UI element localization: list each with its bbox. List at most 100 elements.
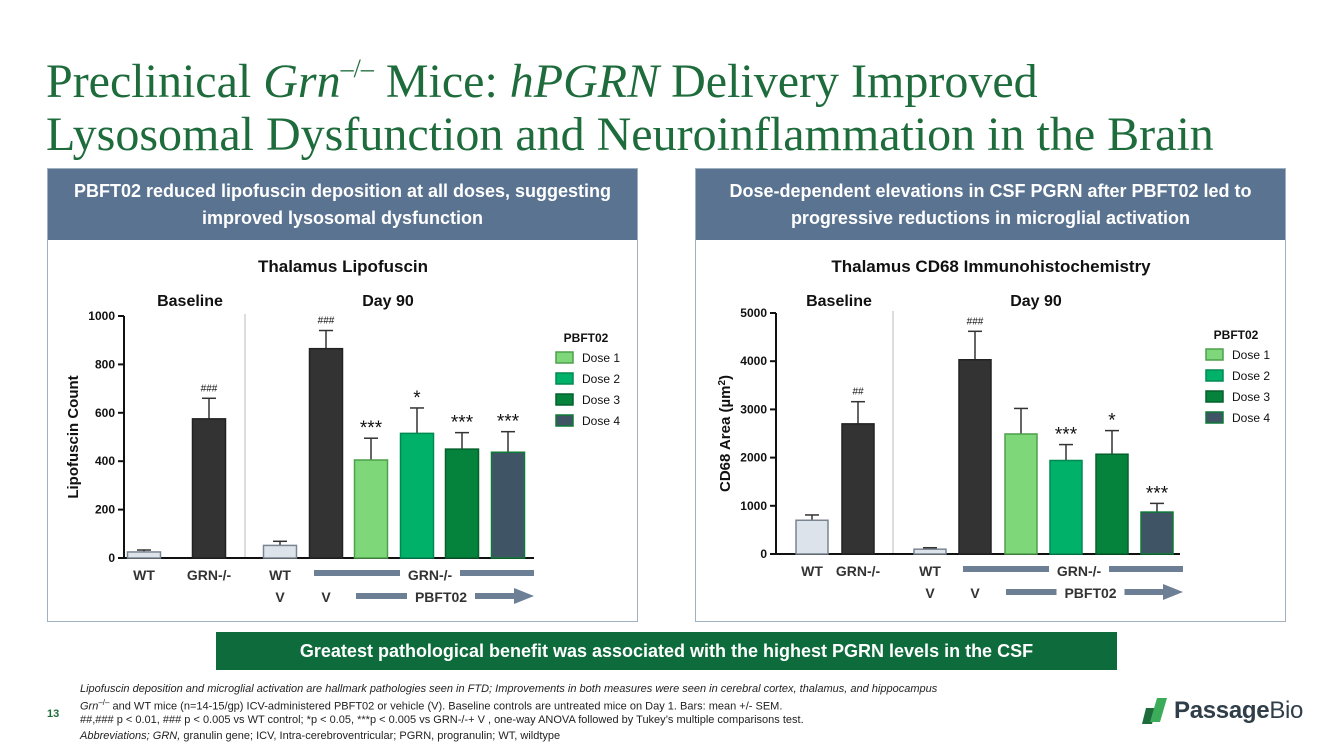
significance-label: ***: [497, 412, 520, 433]
legend-swatch: [1205, 411, 1224, 424]
bar-dose-2: [1049, 459, 1083, 555]
footnote-4: Abbreviations; GRN, granulin gene; ICV, …: [80, 730, 561, 742]
cd68-chart: Thalamus CD68 Immunohistochemistry Baseli…: [717, 257, 1270, 602]
bar-grn-: [191, 418, 227, 559]
y-tick-label: 1000: [740, 499, 767, 513]
pbft02-span-mask: [407, 586, 475, 606]
legend-label: Dose 2: [1232, 369, 1270, 383]
x-label: PBFT02: [415, 589, 467, 605]
legend-swatch: [555, 393, 574, 406]
section-label-baseline: Baseline: [157, 293, 223, 310]
y-tick-label: 600: [95, 406, 115, 420]
passage-bio-logo: PassageBio: [1140, 696, 1303, 726]
page-number: 13: [47, 708, 60, 720]
bar-dose-3: [444, 448, 480, 559]
legend-swatch: [1205, 369, 1224, 382]
legend-label: Dose 3: [1232, 390, 1270, 404]
bar-dose-3: [1095, 453, 1129, 555]
x-label: GRN-/-: [408, 567, 453, 583]
legend-swatch: [555, 372, 574, 385]
significance-label: ***: [451, 413, 474, 434]
legend-label: Dose 1: [582, 351, 620, 365]
title-line1: Preclinical Grn–/– Mice: hPGRN Delivery …: [46, 54, 1038, 108]
y-tick-label: 800: [95, 357, 115, 371]
footnote-2: Grn–/– and WT mice (n=14-15/gp) ICV-admi…: [80, 698, 783, 713]
y-tick-label: 3000: [740, 402, 767, 416]
legend-label: Dose 4: [1232, 411, 1270, 425]
legend-label: Dose 2: [582, 372, 620, 386]
significance-label: *: [1108, 411, 1116, 432]
significance-label: *: [413, 388, 421, 409]
x-label: V: [321, 589, 331, 605]
section-label-baseline: Baseline: [806, 293, 872, 310]
bar-dose-1: [1004, 433, 1038, 555]
x-label: V: [970, 585, 980, 601]
y-tick-label: 5000: [740, 306, 767, 320]
bar-dose-1: [353, 459, 389, 559]
right-panel-header: Dose-dependent elevations in CSF PGRN af…: [696, 169, 1285, 240]
x-label: GRN-/-: [836, 563, 881, 579]
footnote-1: Lipofuscin deposition and microglial act…: [80, 683, 938, 695]
significance-label: ##: [852, 387, 864, 398]
legend-title: PBFT02: [1214, 328, 1259, 342]
left-panel-header: PBFT02 reduced lipofuscin deposition at …: [48, 169, 637, 240]
bar-wt: [126, 551, 162, 559]
x-label: V: [275, 589, 285, 605]
bar-dose-2: [399, 432, 435, 559]
y-tick-label: 0: [108, 551, 115, 565]
page-title: Preclinical Grn–/– Mice: hPGRN Delivery …: [46, 42, 1316, 161]
bar-grn-v: [958, 359, 992, 555]
significance-label: ***: [1146, 483, 1169, 504]
bar-dose-4: [490, 451, 526, 559]
significance-label: ***: [1055, 425, 1078, 446]
chart-title: Thalamus Lipofuscin: [258, 257, 428, 276]
y-tick-label: 4000: [740, 354, 767, 368]
title-line2: Lysosomal Dysfunction and Neuroinflammat…: [46, 108, 1214, 161]
y-tick-label: 400: [95, 454, 115, 468]
section-label-day90: Day 90: [1010, 293, 1062, 310]
y-tick-label: 1000: [88, 309, 115, 323]
significance-label: ***: [360, 418, 383, 439]
pbft02-arrow-icon: [514, 588, 534, 604]
bar-wt-v: [913, 548, 947, 555]
legend-swatch: [1205, 390, 1224, 403]
legend-label: Dose 4: [582, 414, 620, 428]
legend-swatch: [1205, 348, 1224, 361]
grn-span-mask: [1049, 560, 1109, 580]
bar-grn-: [841, 423, 875, 555]
x-label: WT: [269, 567, 291, 583]
y-tick-label: 2000: [740, 451, 767, 465]
x-label: WT: [133, 567, 155, 583]
bar-grn-v: [308, 347, 344, 559]
right-panel: Dose-dependent elevations in CSF PGRN af…: [695, 168, 1286, 622]
legend-swatch: [555, 414, 574, 427]
y-axis-label: Lipofuscin Count: [65, 375, 82, 498]
footnote-3: ##,### p < 0.01, ### p < 0.005 vs WT con…: [80, 714, 804, 726]
bar-wt-v: [262, 544, 298, 559]
y-tick-label: 0: [760, 547, 767, 561]
left-panel: PBFT02 reduced lipofuscin deposition at …: [47, 168, 638, 622]
passage-bio-mark-icon: [1142, 698, 1167, 724]
y-tick-label: 200: [95, 503, 115, 517]
y-axis-label: CD68 Area (µm2): [717, 375, 735, 492]
significance-label: ###: [967, 316, 984, 327]
legend-swatch: [555, 351, 574, 364]
section-label-day90: Day 90: [362, 293, 414, 310]
bar-dose-4: [1140, 511, 1174, 555]
legend-label: Dose 3: [582, 393, 620, 407]
bar-wt: [795, 519, 829, 555]
pbft02-arrow-icon: [1163, 584, 1183, 600]
grn-span-mask: [400, 564, 460, 584]
x-label: GRN-/-: [1057, 563, 1102, 579]
legend-title: PBFT02: [564, 331, 609, 345]
lipofuscin-chart: Thalamus Lipofuscin Baseline Day 90 0 200 400…: [65, 257, 620, 606]
x-label: WT: [801, 563, 823, 579]
conclusion-banner: Greatest pathological benefit was associ…: [216, 632, 1117, 670]
x-label: WT: [919, 563, 941, 579]
legend-label: Dose 1: [1232, 348, 1270, 362]
significance-label: ###: [318, 316, 335, 327]
x-label: PBFT02: [1064, 585, 1116, 601]
x-label: V: [925, 585, 935, 601]
significance-label: ###: [201, 383, 218, 394]
pbft02-span-mask: [1056, 582, 1125, 602]
